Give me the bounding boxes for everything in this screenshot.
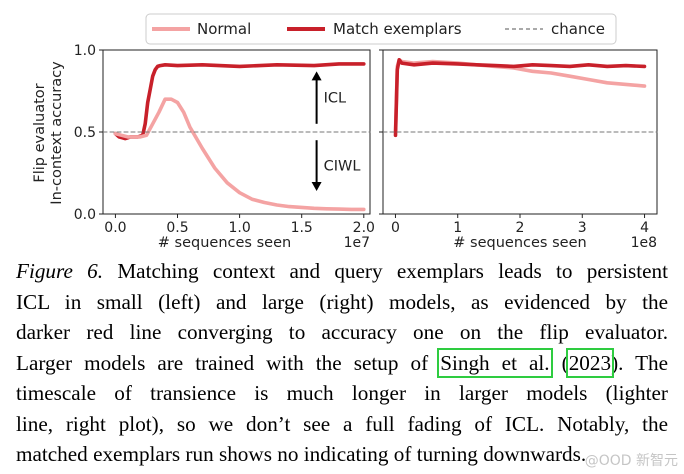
right-x-tick-label: 3 [578,220,587,236]
figure-caption: Figure 6. Matching context and query exe… [16,256,668,470]
right-x-tick-label: 0 [391,220,400,236]
right-series-match-exemplars [393,57,647,138]
caption-line-5: timescale of transience is much longer i… [16,381,668,405]
figure-6: Normal Match exemplars chance Flip evalu… [32,13,658,251]
left-x-tick-label: 2.0 [353,220,375,236]
right-x-tick-label: 1 [453,220,462,236]
caption-line-4: Larger models are trained with the setup… [16,347,669,379]
left-arrowhead-ciwl [311,182,322,192]
left-y-tick-label: 0.0 [74,207,96,223]
citation-author-link[interactable]: Singh et al. [437,347,553,378]
caption-line-1-text: Matching context and query exemplars lea… [117,259,668,283]
left-y-tick-label: 1.0 [74,43,96,59]
left-annotation-icl: ICL [324,91,346,107]
left-x-tick-label: 0.5 [166,220,188,236]
y-axis-label-line1: Flip evaluator [32,83,48,182]
caption-line-4-pre: Larger models are trained with the setup… [16,350,429,375]
left-y-tick-label: 0.5 [74,125,96,141]
legend: Normal Match exemplars chance [145,13,617,45]
right-plot: 0 1 2 3 4 # sequences seen 1e8 [379,49,658,251]
left-series-normal [113,97,366,212]
left-x-tick-label: 1.5 [291,220,313,236]
right-x-axis-label: # sequences seen [453,235,586,251]
left-x-multiplier: 1e7 [344,235,370,251]
right-x-multiplier: 1e8 [631,235,657,251]
left-x-tick-label: 1.0 [228,220,250,236]
caption-line-1: Figure 6. Matching context and query exe… [16,256,668,287]
legend-label-chance: chance [551,20,605,38]
legend-label-match: Match exemplars [333,20,462,38]
left-x-axis-label: # sequences seen [158,235,291,251]
y-axis-label-line2: In-context accuracy [49,61,65,205]
right-series-normal [393,57,647,134]
caption-line-2: ICL in small (left) and large (right) mo… [16,289,668,314]
right-x-tick-label: 4 [640,220,649,236]
caption-line-7: matched exemplars run shows no indicatin… [16,442,587,466]
legend-label-normal: Normal [197,20,251,38]
figure-label: Figure 6. [16,259,104,283]
caption-line-3: darker red line converging to accuracy o… [16,320,668,344]
left-x-tick-label: 0.0 [104,220,126,236]
right-x-tick-label: 2 [516,220,525,236]
citation-year-link[interactable]: 2023 [565,347,615,378]
caption-line-4-post: ). The [611,350,669,375]
left-annotation-ciwl: CIWL [324,159,361,175]
left-arrowhead-icl [311,71,322,81]
legend-frame [145,13,617,45]
y-axis-label: Flip evaluator In-context accuracy [32,61,65,205]
citation-open-paren: ( [561,350,569,375]
left-plot: 0.0 0.5 1.0 1.5 2.00.00.51.0# sequences seen… [74,43,375,251]
watermark: @OOD 新智元 [584,453,678,469]
caption-line-6: line, right plot), so we don’t see a ful… [16,411,668,436]
